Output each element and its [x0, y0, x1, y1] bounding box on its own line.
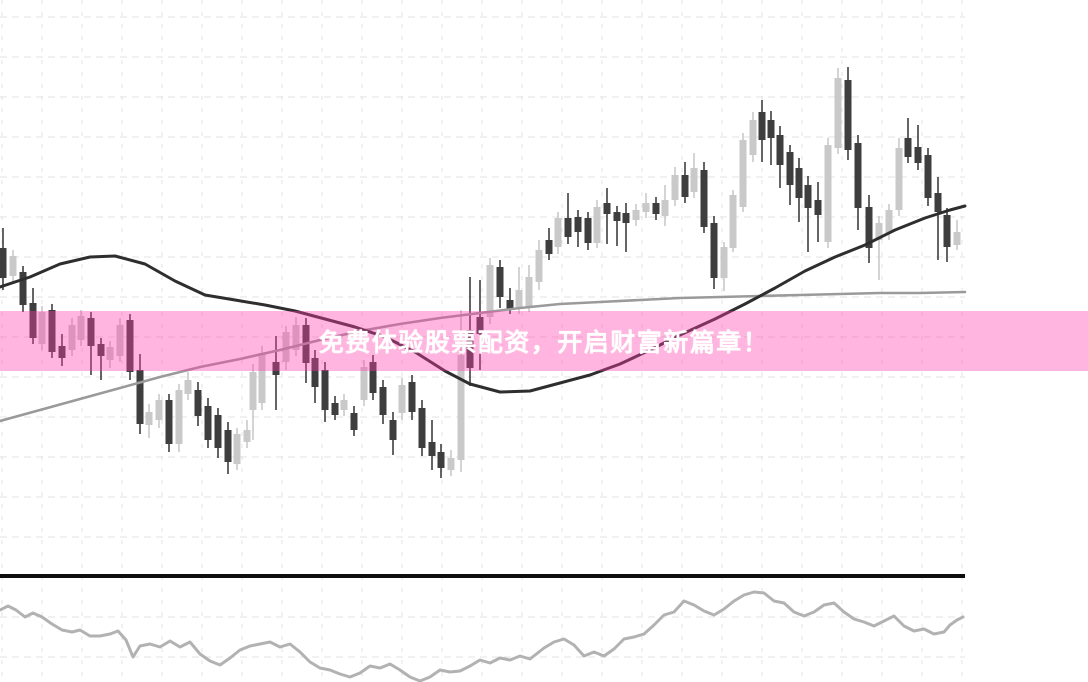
candlestick-chart	[0, 0, 967, 682]
page: 免费体验股票配资，开启财富新篇章！	[0, 0, 1088, 682]
